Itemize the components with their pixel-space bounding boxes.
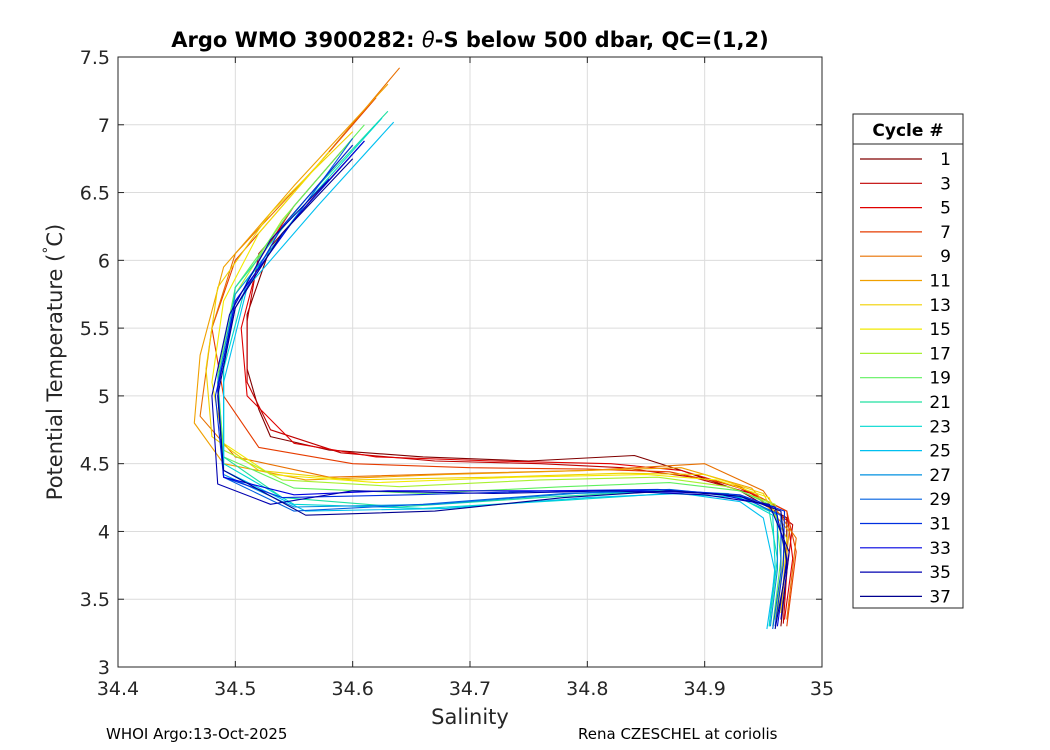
x-axis-label: Salinity xyxy=(431,705,509,729)
y-tick-label: 5.5 xyxy=(80,318,110,340)
series-line xyxy=(193,83,790,613)
y-tick-label: 5 xyxy=(98,386,110,408)
x-tick-label: 34.9 xyxy=(684,678,726,700)
series-line xyxy=(211,178,790,620)
y-axis-ticks: 3 3.5 4 4.5 5 5.5 6 6.5 7 7.5 xyxy=(80,47,822,679)
footer-source: WHOI Argo:13-Oct-2025 xyxy=(106,725,288,743)
series-lines xyxy=(193,67,797,630)
y-tick-label: 4 xyxy=(98,521,110,543)
x-tick-label: 34.8 xyxy=(566,678,608,700)
legend-label: 1 xyxy=(940,150,951,170)
legend-label: 29 xyxy=(929,490,951,510)
legend-label: 27 xyxy=(929,466,951,486)
legend-label: 31 xyxy=(929,515,951,535)
series-line xyxy=(205,131,788,613)
legend-box xyxy=(852,113,964,609)
legend-label: 13 xyxy=(929,296,951,316)
x-tick-label: 34.4 xyxy=(97,678,139,700)
series-line xyxy=(211,151,786,616)
x-tick-label: 34.7 xyxy=(449,678,491,700)
legend-label: 35 xyxy=(929,563,951,583)
series-line xyxy=(217,158,788,630)
legend-label: 3 xyxy=(940,174,951,194)
y-tick-label: 7.5 xyxy=(80,47,110,69)
legend-label: 23 xyxy=(929,417,951,437)
legend-label: 15 xyxy=(929,320,951,340)
legend-label: 37 xyxy=(929,587,951,607)
legend-label: 7 xyxy=(940,223,951,243)
x-tick-label: 34.6 xyxy=(332,678,374,700)
legend: Cycle # 13579111315171921232527293133353… xyxy=(852,113,964,609)
legend-label: 11 xyxy=(929,272,951,292)
legend-label: 9 xyxy=(940,247,951,267)
series-line xyxy=(211,97,797,627)
series-line xyxy=(217,140,788,627)
legend-label: 33 xyxy=(929,539,951,559)
legend-label: 17 xyxy=(929,344,951,364)
chart-title: Argo WMO 3900282: θ-S below 500 dbar, QC… xyxy=(171,28,768,52)
y-tick-label: 7 xyxy=(98,115,110,137)
legend-label: 25 xyxy=(929,442,951,462)
x-tick-label: 34.5 xyxy=(214,678,256,700)
x-axis-ticks: 34.4 34.5 34.6 34.7 34.8 34.9 35 xyxy=(97,57,834,700)
y-tick-label: 3.5 xyxy=(80,589,110,611)
footer-credit: Rena CZESCHEL at coriolis xyxy=(578,725,778,743)
y-axis-label: Potential Temperature (°C) xyxy=(41,224,67,500)
legend-label: 21 xyxy=(929,393,951,413)
legend-label: 5 xyxy=(940,199,951,219)
x-tick-label: 35 xyxy=(810,678,834,700)
y-tick-label: 3 xyxy=(98,657,110,679)
legend-label: 19 xyxy=(929,369,951,389)
y-tick-label: 6.5 xyxy=(80,183,110,205)
legend-title: Cycle # xyxy=(872,121,943,141)
y-tick-label: 6 xyxy=(98,250,110,272)
y-tick-label: 4.5 xyxy=(80,454,110,476)
